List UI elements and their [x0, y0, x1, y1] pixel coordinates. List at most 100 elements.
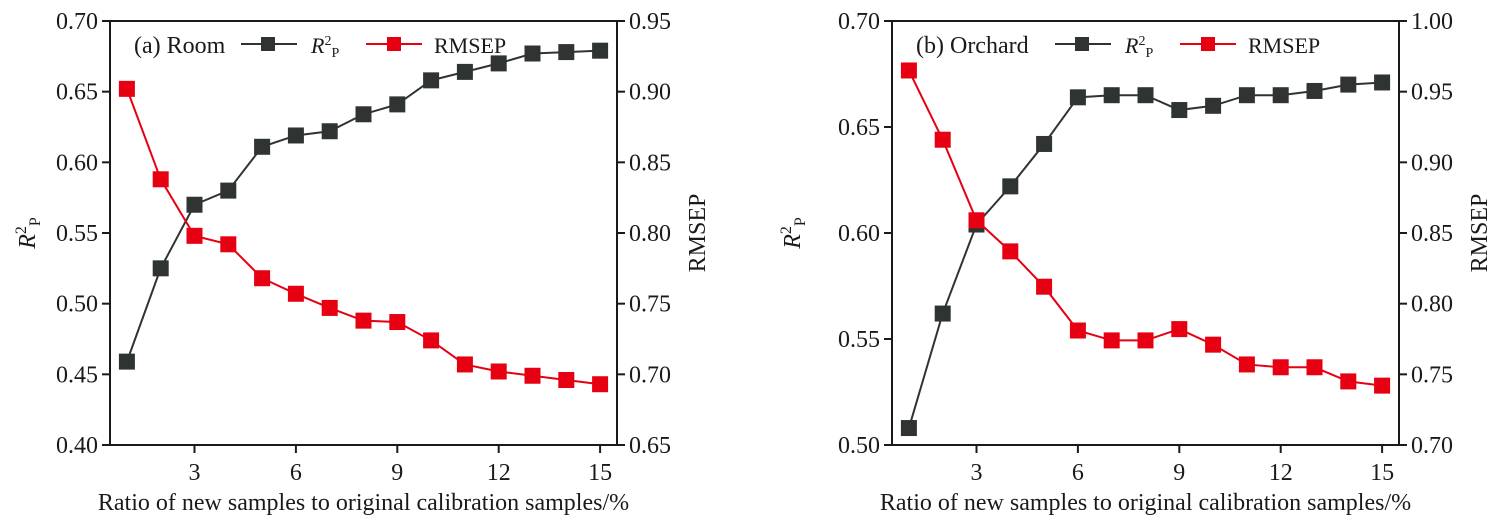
data-point — [1002, 178, 1019, 195]
data-point — [321, 123, 338, 140]
y-right-tick-label: 0.90 — [629, 80, 671, 106]
panel-a: 0.40 0.45 0.50 0.55 0.60 0.65 0.70 0.65 0.70 0.75… — [13, 9, 711, 516]
data-point — [968, 212, 985, 229]
data-point — [592, 376, 609, 393]
data-point — [118, 353, 135, 370]
data-point — [1374, 377, 1391, 394]
y-left-title-sup: 2 — [778, 226, 795, 234]
y-left-title-main: R — [780, 234, 806, 250]
data-point — [1103, 87, 1120, 104]
data-point — [220, 182, 237, 199]
data-point — [389, 314, 406, 331]
y-left-title-sub: P — [792, 217, 809, 226]
data-point — [1205, 336, 1222, 353]
data-point — [152, 260, 169, 277]
legend-marker-r2p — [261, 37, 275, 51]
data-point — [524, 367, 541, 384]
legend-label-r2p: R2P — [310, 33, 339, 61]
x-axis-title: Ratio of new samples to original calibra… — [98, 490, 629, 516]
y-left-title-sup: 2 — [13, 226, 30, 234]
data-point — [254, 138, 271, 155]
data-point — [1171, 102, 1188, 119]
y-right-tick-label: 0.85 — [1411, 221, 1453, 247]
y-right-tick-label: 0.85 — [629, 150, 671, 176]
data-point — [1238, 87, 1255, 104]
y-right-axis-title: RMSEP — [1467, 194, 1493, 273]
data-point — [1306, 359, 1323, 376]
data-point — [1137, 332, 1154, 349]
legend-r2p-sub: P — [331, 46, 339, 61]
data-point — [1036, 135, 1053, 152]
legend-marker-rmsep — [387, 37, 401, 51]
x-tick-label: 12 — [487, 460, 511, 486]
data-point — [1205, 97, 1222, 114]
legend-r2p-sub: P — [1145, 46, 1153, 61]
series-rmsep — [118, 80, 609, 393]
legend-r2p-main: R — [310, 33, 325, 58]
legend-r2p-sup: 2 — [1138, 34, 1145, 49]
data-point — [490, 55, 507, 72]
x-axis-title: Ratio of new samples to original calibra… — [880, 490, 1411, 516]
y-left-tick-label: 0.55 — [56, 221, 98, 247]
y-left-axis-title: R2P — [13, 217, 44, 250]
data-point — [186, 227, 203, 244]
panel-label: (a) Room — [134, 33, 226, 59]
x-tick-label: 3 — [189, 460, 201, 486]
y-left-title-main: R — [15, 234, 41, 250]
y-left-tick-label: 0.65 — [838, 115, 880, 141]
data-point — [592, 42, 609, 59]
data-point — [900, 62, 917, 79]
y-right-axis-title: RMSEP — [685, 194, 711, 273]
plot-frame — [109, 20, 618, 446]
data-point — [287, 285, 304, 302]
data-point — [355, 106, 372, 123]
x-tick-label: 12 — [1269, 460, 1293, 486]
data-point — [1272, 359, 1289, 376]
y-left-tick-label: 0.70 — [56, 9, 98, 35]
y-left-tick-label: 0.45 — [56, 362, 98, 388]
series-line — [907, 81, 1383, 429]
data-point — [558, 44, 575, 61]
x-tick-label: 15 — [1370, 460, 1394, 486]
y-right-tick-label: 0.80 — [629, 221, 671, 247]
y-left-title-sub: P — [27, 217, 44, 226]
y-right-tick-label: 1.00 — [1411, 9, 1453, 35]
data-point — [558, 371, 575, 388]
y-left-tick-label: 0.70 — [838, 9, 880, 35]
x-tick-label: 6 — [290, 460, 302, 486]
panel-b: 0.50 0.55 0.60 0.65 0.70 0.70 0.75 0.80 0.85 0.90… — [778, 9, 1493, 516]
data-point — [1069, 322, 1086, 339]
y-left-tick-label: 0.50 — [838, 433, 880, 459]
data-point — [423, 72, 440, 89]
legend-r2p-main: R — [1124, 33, 1139, 58]
legend-label-rmsep: RMSEP — [1248, 33, 1320, 58]
y-left-tick-label: 0.60 — [838, 221, 880, 247]
y-right-tick-label: 0.70 — [629, 362, 671, 388]
data-point — [1036, 278, 1053, 295]
data-point — [423, 332, 440, 349]
y-right-tick-label: 0.75 — [629, 292, 671, 318]
x-tick-label: 15 — [588, 460, 612, 486]
y-left-axis-title: R2P — [778, 217, 809, 250]
data-point — [118, 80, 135, 97]
legend-marker-r2p — [1075, 37, 1089, 51]
data-point — [321, 299, 338, 316]
data-point — [152, 171, 169, 188]
data-point — [1238, 356, 1255, 373]
data-point — [490, 363, 507, 380]
data-point — [900, 420, 917, 437]
y-right-tick-label: 0.65 — [629, 433, 671, 459]
data-point — [1137, 87, 1154, 104]
series-r2p — [118, 42, 609, 370]
y-left-tick-label: 0.50 — [56, 292, 98, 318]
y-right-tick-label: 0.75 — [1411, 362, 1453, 388]
data-point — [1002, 243, 1019, 260]
legend-marker-rmsep — [1201, 37, 1215, 51]
y-right-tick-label: 0.95 — [1411, 80, 1453, 106]
legend-label-r2p: R2P — [1124, 33, 1153, 61]
data-point — [1340, 373, 1357, 390]
x-tick-label: 9 — [391, 460, 403, 486]
data-point — [456, 63, 473, 80]
y-right-tick-label: 0.70 — [1411, 433, 1453, 459]
